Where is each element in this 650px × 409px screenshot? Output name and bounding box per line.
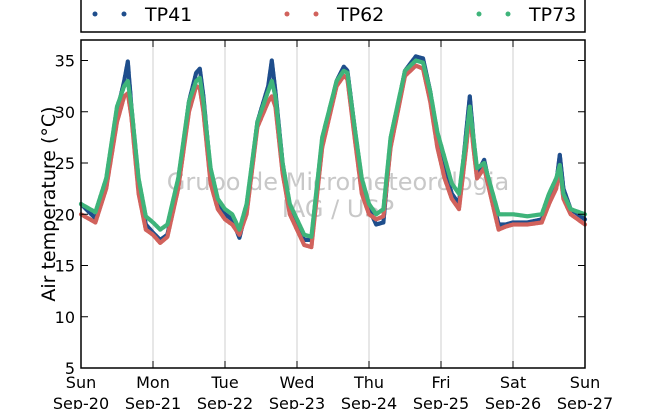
legend-label: TP62 <box>336 4 384 26</box>
legend-entry-tp62: TP62 <box>284 4 384 26</box>
legend-marker <box>92 11 98 17</box>
legend-label: TP73 <box>528 4 576 26</box>
legend-label: TP41 <box>144 4 192 26</box>
legend-entry-tp73: TP73 <box>476 4 576 26</box>
legend: TP41 TP62 TP73 <box>80 0 586 33</box>
legend-marker <box>313 11 319 17</box>
legend-marker <box>121 11 127 17</box>
legend-marker <box>476 11 482 17</box>
legend-marker <box>284 11 290 17</box>
series-tp73 <box>78 58 588 239</box>
data-series <box>78 54 588 250</box>
legend-marker <box>505 11 511 17</box>
legend-entry-tp41: TP41 <box>92 4 192 26</box>
legend-box <box>80 0 586 33</box>
